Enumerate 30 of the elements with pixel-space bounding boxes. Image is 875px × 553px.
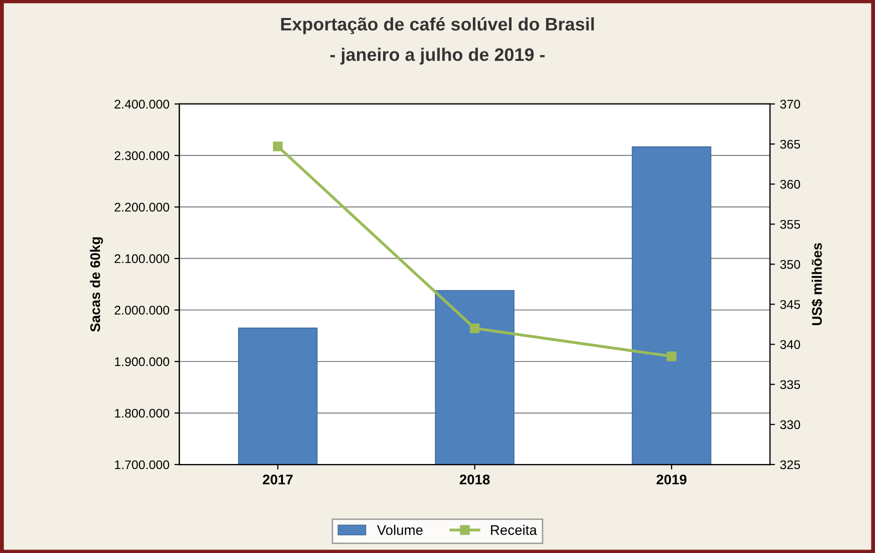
chart-title: Exportação de café solúvel do Brasil xyxy=(281,17,594,34)
y-tick-label: 2.000.000 xyxy=(114,306,170,315)
x-tick-label: 2019 xyxy=(656,474,686,484)
x-tick-label: 2018 xyxy=(460,474,490,484)
y-tick-label: 1.900.000 xyxy=(115,357,170,366)
y2-tick-label: 350 xyxy=(780,260,800,269)
y-tick-label: 2.200.000 xyxy=(114,202,170,212)
y2-tick-label: 355 xyxy=(780,220,800,229)
y-tick-label: 2.300.000 xyxy=(114,151,170,160)
y2-tick-label: 325 xyxy=(780,460,800,470)
point xyxy=(470,323,480,334)
y2-tick-label: 330 xyxy=(780,420,800,430)
y2-tick-label: 335 xyxy=(780,380,800,390)
y2-tick-label: 340 xyxy=(780,340,800,349)
legend-label: Volume xyxy=(376,524,423,535)
point xyxy=(666,351,676,362)
chart-subtitle: - janeiro a julho de 2019 - xyxy=(330,48,545,65)
x-tick-label: 2017 xyxy=(262,474,293,484)
y2-tick-label: 370 xyxy=(780,100,800,109)
y-axis-title: Sacas de 60kg xyxy=(90,237,103,332)
y-tick-label: 1.800.000 xyxy=(115,408,170,418)
y2-tick-label: 345 xyxy=(780,300,800,309)
y-tick-label: 2.400.000 xyxy=(114,100,170,109)
y2-tick-label: 365 xyxy=(780,140,800,149)
y-tick-label: 2.100.000 xyxy=(114,254,170,264)
y2-tick-label: 360 xyxy=(780,180,800,189)
y-tick-label: 1.700.000 xyxy=(115,460,170,470)
y2-axis-title: US$ milhões xyxy=(811,243,823,326)
point xyxy=(272,142,283,152)
legend-label: Receita xyxy=(491,524,537,535)
